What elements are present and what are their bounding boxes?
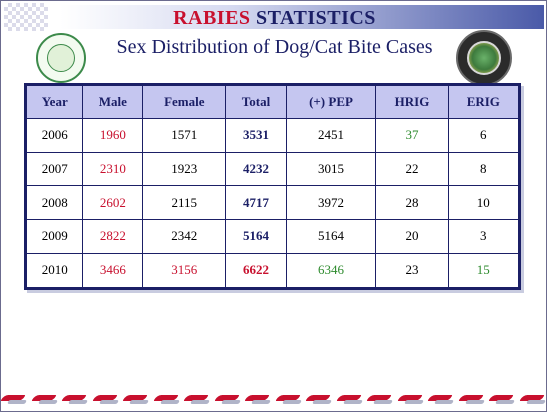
title-rabies: RABIES: [173, 7, 251, 29]
bite-cases-table: Year Male Female Total (+) PEP HRIG ERIG…: [24, 83, 521, 290]
slide-title: RABIES STATISTICS: [0, 7, 549, 30]
col-female: Female: [142, 84, 227, 119]
cell-female: 1923: [142, 151, 227, 187]
cell-total: 4232: [225, 151, 287, 187]
cell-hrig: 28: [375, 185, 449, 220]
swoosh-icon: [124, 392, 150, 406]
cell-pep: 2451: [285, 118, 377, 153]
cell-year: 2007: [24, 151, 84, 187]
swoosh-icon: [399, 392, 425, 406]
health-office-seal-icon: [36, 33, 86, 83]
cell-year: 2010: [24, 252, 84, 290]
cell-total: 4717: [225, 185, 287, 220]
swoosh-icon: [63, 392, 89, 406]
col-pep: (+) PEP: [285, 84, 377, 119]
cell-erig: 3: [447, 218, 521, 254]
cell-pep: 6346: [285, 252, 377, 290]
cell-year: 2006: [24, 118, 84, 153]
cell-pep: 3972: [285, 185, 377, 220]
cell-female: 3156: [142, 252, 227, 290]
col-year: Year: [24, 84, 84, 119]
swoosh-icon: [246, 392, 272, 406]
cell-total: 5164: [225, 218, 287, 254]
cell-pep: 5164: [285, 218, 377, 254]
swoosh-icon: [368, 392, 394, 406]
cell-hrig: 23: [375, 252, 449, 290]
table-row: 2008 2602 2115 4717 3972 28 10: [24, 185, 521, 220]
cell-male: 2310: [82, 151, 144, 187]
swoosh-icon: [277, 392, 303, 406]
city-seal-icon: [456, 30, 512, 86]
cell-erig: 15: [447, 252, 521, 290]
cell-male: 1960: [82, 118, 144, 153]
swoosh-icon: [521, 392, 547, 406]
cell-female: 2115: [142, 185, 227, 220]
cell-erig: 10: [447, 185, 521, 220]
cell-female: 2342: [142, 218, 227, 254]
col-total: Total: [225, 84, 287, 119]
cell-erig: 6: [447, 118, 521, 153]
cell-hrig: 22: [375, 151, 449, 187]
table-row: 2009 2822 2342 5164 5164 20 3: [24, 218, 521, 254]
col-hrig: HRIG: [375, 84, 449, 119]
cell-male: 3466: [82, 252, 144, 290]
cell-hrig: 20: [375, 218, 449, 254]
cell-male: 2602: [82, 185, 144, 220]
swoosh-icon: [94, 392, 120, 406]
cell-male: 2822: [82, 218, 144, 254]
slide-subtitle: Sex Distribution of Dog/Cat Bite Cases: [116, 36, 433, 58]
table-row: 2007 2310 1923 4232 3015 22 8: [24, 151, 521, 187]
table-header-row: Year Male Female Total (+) PEP HRIG ERIG: [24, 84, 521, 119]
title-statistics: STATISTICS: [256, 7, 376, 29]
bite-cases-table-container: Year Male Female Total (+) PEP HRIG ERIG…: [24, 83, 521, 290]
swoosh-icon: [460, 392, 486, 406]
table-row: 2010 3466 3156 6622 6346 23 15: [24, 252, 521, 290]
swoosh-icon: [307, 392, 333, 406]
cell-female: 1571: [142, 118, 227, 153]
cell-hrig: 37: [375, 118, 449, 153]
cell-erig: 8: [447, 151, 521, 187]
swoosh-icon: [490, 392, 516, 406]
footer-decoration: [0, 386, 549, 412]
swoosh-icon: [338, 392, 364, 406]
swoosh-icon: [185, 392, 211, 406]
corner-pattern: [4, 3, 48, 31]
table-row: 2006 1960 1571 3531 2451 37 6: [24, 118, 521, 153]
swoosh-icon: [2, 392, 28, 406]
cell-year: 2009: [24, 218, 84, 254]
swoosh-icon: [155, 392, 181, 406]
cell-total: 3531: [225, 118, 287, 153]
cell-pep: 3015: [285, 151, 377, 187]
col-erig: ERIG: [447, 84, 521, 119]
cell-year: 2008: [24, 185, 84, 220]
swoosh-icon: [429, 392, 455, 406]
swoosh-icon: [216, 392, 242, 406]
swoosh-icon: [33, 392, 59, 406]
col-male: Male: [82, 84, 144, 119]
title-gradient-bar: [60, 5, 544, 29]
cell-total: 6622: [225, 252, 287, 290]
